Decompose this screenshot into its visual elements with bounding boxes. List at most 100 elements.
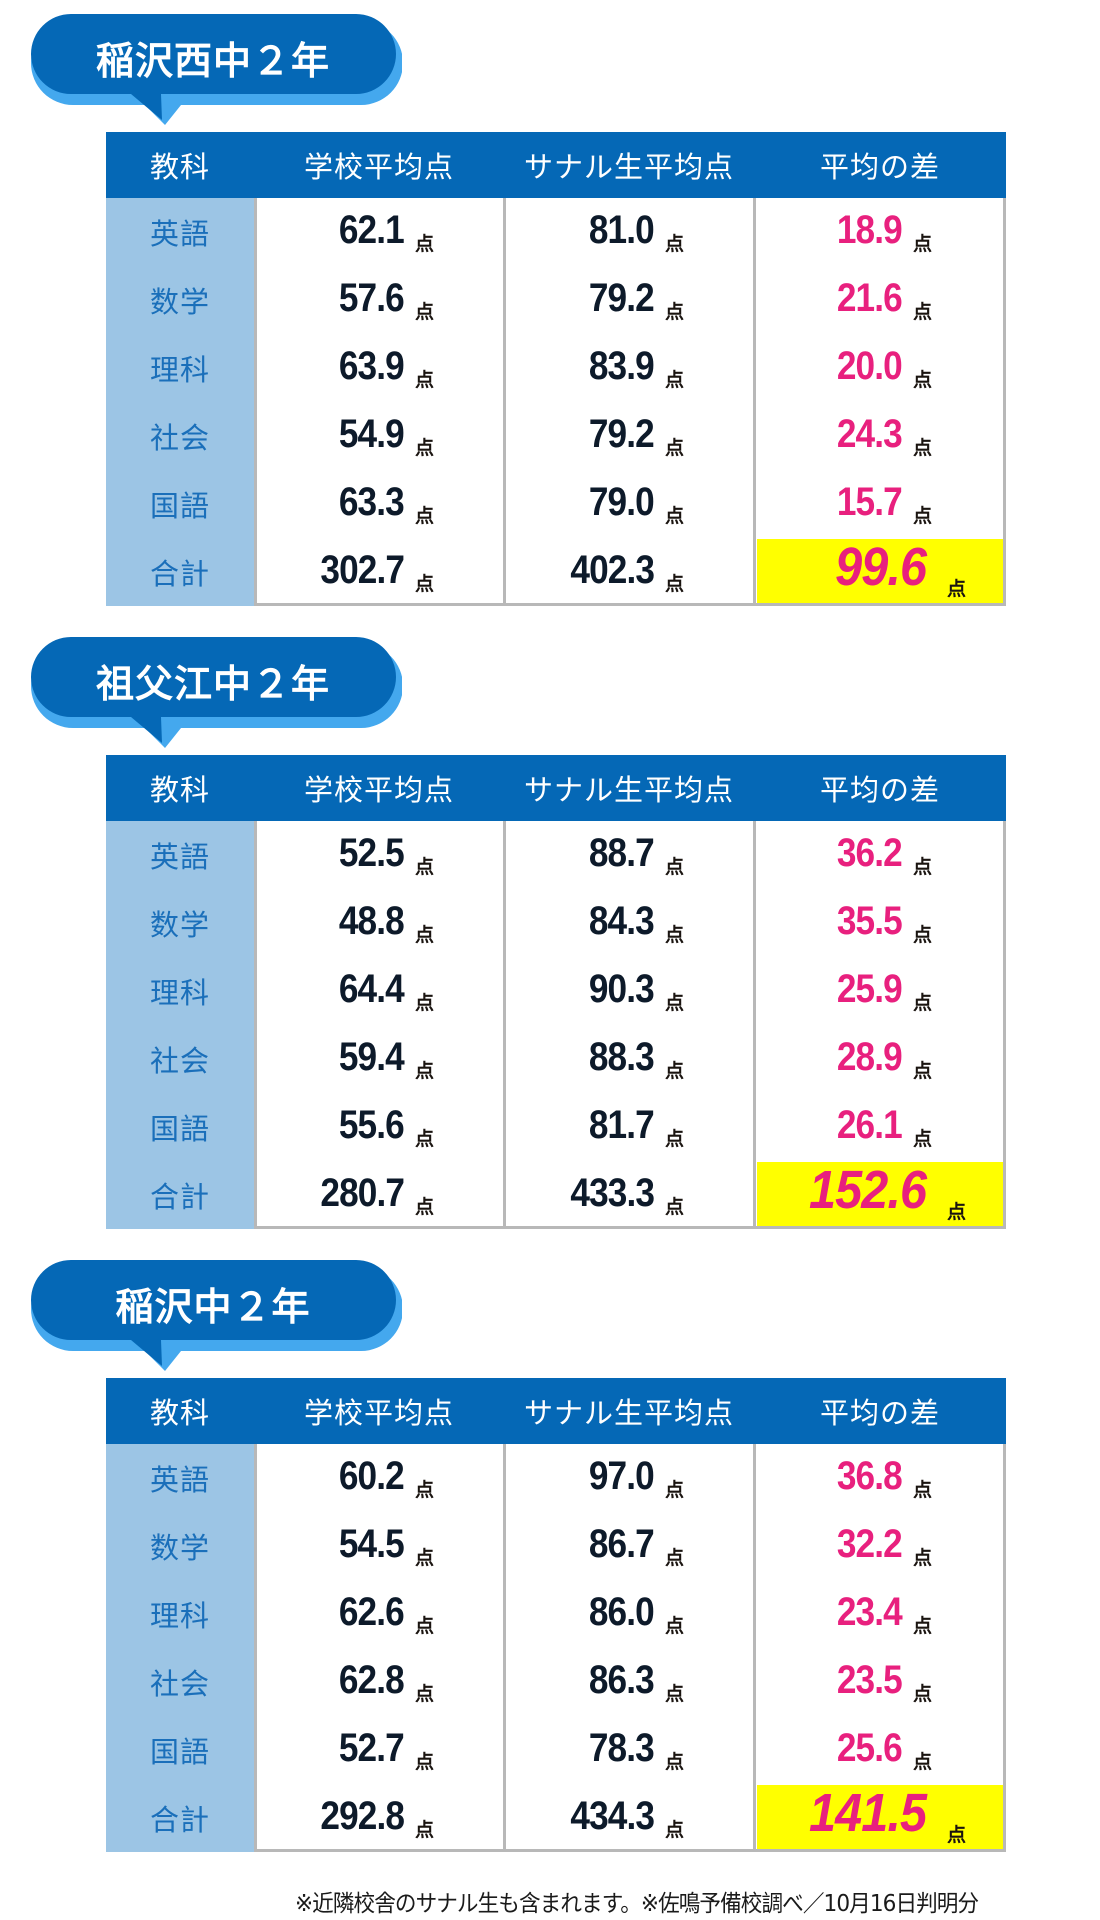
table-row: 理科 63.9 点 83.9 点 20.0 点 xyxy=(106,334,1006,402)
table-row: 理科 62.6 点 86.0 点 23.4 点 xyxy=(106,1580,1006,1648)
column-divider xyxy=(503,1444,506,1849)
table-body: 英語 60.2 点 97.0 点 36.8 点 数学 54.5 点 86.7 点… xyxy=(106,1444,1006,1852)
school-avg-value: 62.6 xyxy=(339,1590,405,1634)
table-row: 英語 62.1 点 81.0 点 18.9 点 xyxy=(106,198,1006,266)
school-avg-value: 64.4 xyxy=(339,967,405,1011)
unit-label: 点 xyxy=(664,1615,684,1637)
header-sanaru-avg: サナル生平均点 xyxy=(523,773,734,807)
subject-cell: 合計 xyxy=(149,1803,210,1837)
table-row: 数学 57.6 点 79.2 点 21.6 点 xyxy=(106,266,1006,334)
total-diff-cell: 141.5 点 xyxy=(754,1783,1006,1852)
avg-diff-value: 20.0 xyxy=(837,344,903,388)
total-diff-cell: 99.6 点 xyxy=(754,537,1006,606)
subject-cell: 英語 xyxy=(149,217,210,251)
sanaru-avg-value: 81.7 xyxy=(589,1103,655,1147)
table-row-total: 合計 302.7 点 402.3 点 99.6 点 xyxy=(106,537,1006,606)
sanaru-avg-value: 88.3 xyxy=(589,1035,655,1079)
speech-bubble-icon xyxy=(31,637,402,748)
sanaru-avg-cell: 86.7 点 xyxy=(504,1512,754,1580)
unit-label: 点 xyxy=(664,856,684,878)
sanaru-avg-value: 86.3 xyxy=(589,1658,655,1702)
school-avg-value: 54.9 xyxy=(339,412,405,456)
avg-diff-value: 32.2 xyxy=(837,1522,903,1566)
school-avg-value: 52.7 xyxy=(339,1726,405,1770)
subject-cell: 英語 xyxy=(149,1463,210,1497)
table-right-border xyxy=(1003,198,1006,606)
school-avg-value: 63.9 xyxy=(339,344,405,388)
sanaru-avg-value: 434.3 xyxy=(570,1794,655,1838)
sanaru-avg-value: 97.0 xyxy=(589,1454,655,1498)
header-school-avg: 学校平均点 xyxy=(303,1396,454,1430)
unit-label: 点 xyxy=(664,1683,684,1705)
unit-label: 点 xyxy=(414,1683,434,1705)
unit-label: 点 xyxy=(664,1196,684,1218)
table-right-border xyxy=(1003,821,1006,1229)
sanaru-avg-value: 78.3 xyxy=(589,1726,655,1770)
sanaru-avg-cell: 86.3 点 xyxy=(504,1648,754,1716)
avg-diff-value: 28.9 xyxy=(837,1035,903,1079)
subject-cell: 国語 xyxy=(149,1112,210,1146)
score-table: 教科 学校平均点 サナル生平均点 平均の差 英語 62.1 点 81.0 点 xyxy=(106,132,1006,606)
subject-cell: 社会 xyxy=(149,421,210,455)
sanaru-avg-cell: 81.0 点 xyxy=(504,198,754,266)
school-avg-value: 59.4 xyxy=(339,1035,405,1079)
school-avg-cell: 57.6 点 xyxy=(254,266,504,334)
school-avg-value: 55.6 xyxy=(339,1103,405,1147)
avg-diff-cell: 21.6 点 xyxy=(754,266,1006,334)
sanaru-avg-cell: 79.2 点 xyxy=(504,266,754,334)
school-avg-value: 302.7 xyxy=(320,548,405,592)
school-avg-value: 54.5 xyxy=(339,1522,405,1566)
unit-label: 点 xyxy=(912,233,932,255)
subject-cell: 理科 xyxy=(149,976,210,1010)
subject-cell: 数学 xyxy=(149,285,210,319)
table-row: 社会 54.9 点 79.2 点 24.3 点 xyxy=(106,402,1006,470)
header-school-avg: 学校平均点 xyxy=(303,150,454,184)
subject-cell: 理科 xyxy=(149,1599,210,1633)
sanaru-avg-value: 81.0 xyxy=(589,208,655,252)
table-bottom-border xyxy=(254,603,1006,606)
subject-column-bg xyxy=(106,821,254,1229)
unit-label: 点 xyxy=(912,924,932,946)
avg-diff-cell: 26.1 点 xyxy=(754,1093,1006,1161)
unit-label: 点 xyxy=(414,233,434,255)
avg-diff-cell: 25.6 点 xyxy=(754,1716,1006,1784)
column-divider xyxy=(753,821,756,1226)
school-avg-cell: 52.5 点 xyxy=(254,821,504,889)
table-bottom-border xyxy=(254,1226,1006,1229)
unit-label: 点 xyxy=(664,369,684,391)
total-diff-highlight xyxy=(757,539,1003,603)
school-avg-value: 60.2 xyxy=(339,1454,405,1498)
speech-bubble-icon xyxy=(31,1260,402,1371)
column-divider xyxy=(254,198,257,603)
sanaru-avg-value: 83.9 xyxy=(589,344,655,388)
sanaru-avg-cell: 88.3 点 xyxy=(504,1025,754,1093)
header-avg-diff: 平均の差 xyxy=(819,150,940,184)
subject-cell: 理科 xyxy=(149,353,210,387)
school-avg-value: 57.6 xyxy=(339,276,405,320)
sanaru-avg-cell: 83.9 点 xyxy=(504,334,754,402)
school-avg-value: 292.8 xyxy=(320,1794,405,1838)
unit-label: 点 xyxy=(414,369,434,391)
column-divider xyxy=(503,198,506,603)
total-diff-cell: 152.6 点 xyxy=(754,1160,1006,1229)
subject-cell: 国語 xyxy=(149,1735,210,1769)
avg-diff-cell: 32.2 点 xyxy=(754,1512,1006,1580)
avg-diff-cell: 15.7 点 xyxy=(754,470,1006,538)
header-sanaru-avg: サナル生平均点 xyxy=(523,1396,734,1430)
table-row: 社会 62.8 点 86.3 点 23.5 点 xyxy=(106,1648,1006,1716)
unit-label: 点 xyxy=(912,1615,932,1637)
header-avg-diff: 平均の差 xyxy=(819,773,940,807)
unit-label: 点 xyxy=(912,1128,932,1150)
table-row: 国語 55.6 点 81.7 点 26.1 点 xyxy=(106,1093,1006,1161)
sanaru-avg-cell: 402.3 点 xyxy=(504,538,754,606)
sanaru-avg-value: 79.0 xyxy=(589,480,655,524)
header-subject: 教科 xyxy=(149,1396,210,1430)
sanaru-avg-value: 79.2 xyxy=(589,412,655,456)
avg-diff-cell: 36.2 点 xyxy=(754,821,1006,889)
unit-label: 点 xyxy=(664,1128,684,1150)
unit-label: 点 xyxy=(414,1615,434,1637)
table-row-total: 合計 280.7 点 433.3 点 152.6 点 xyxy=(106,1160,1006,1229)
subject-column-bg xyxy=(106,1444,254,1852)
unit-label: 点 xyxy=(414,856,434,878)
table-body: 英語 62.1 点 81.0 点 18.9 点 数学 57.6 点 79.2 点… xyxy=(106,198,1006,606)
